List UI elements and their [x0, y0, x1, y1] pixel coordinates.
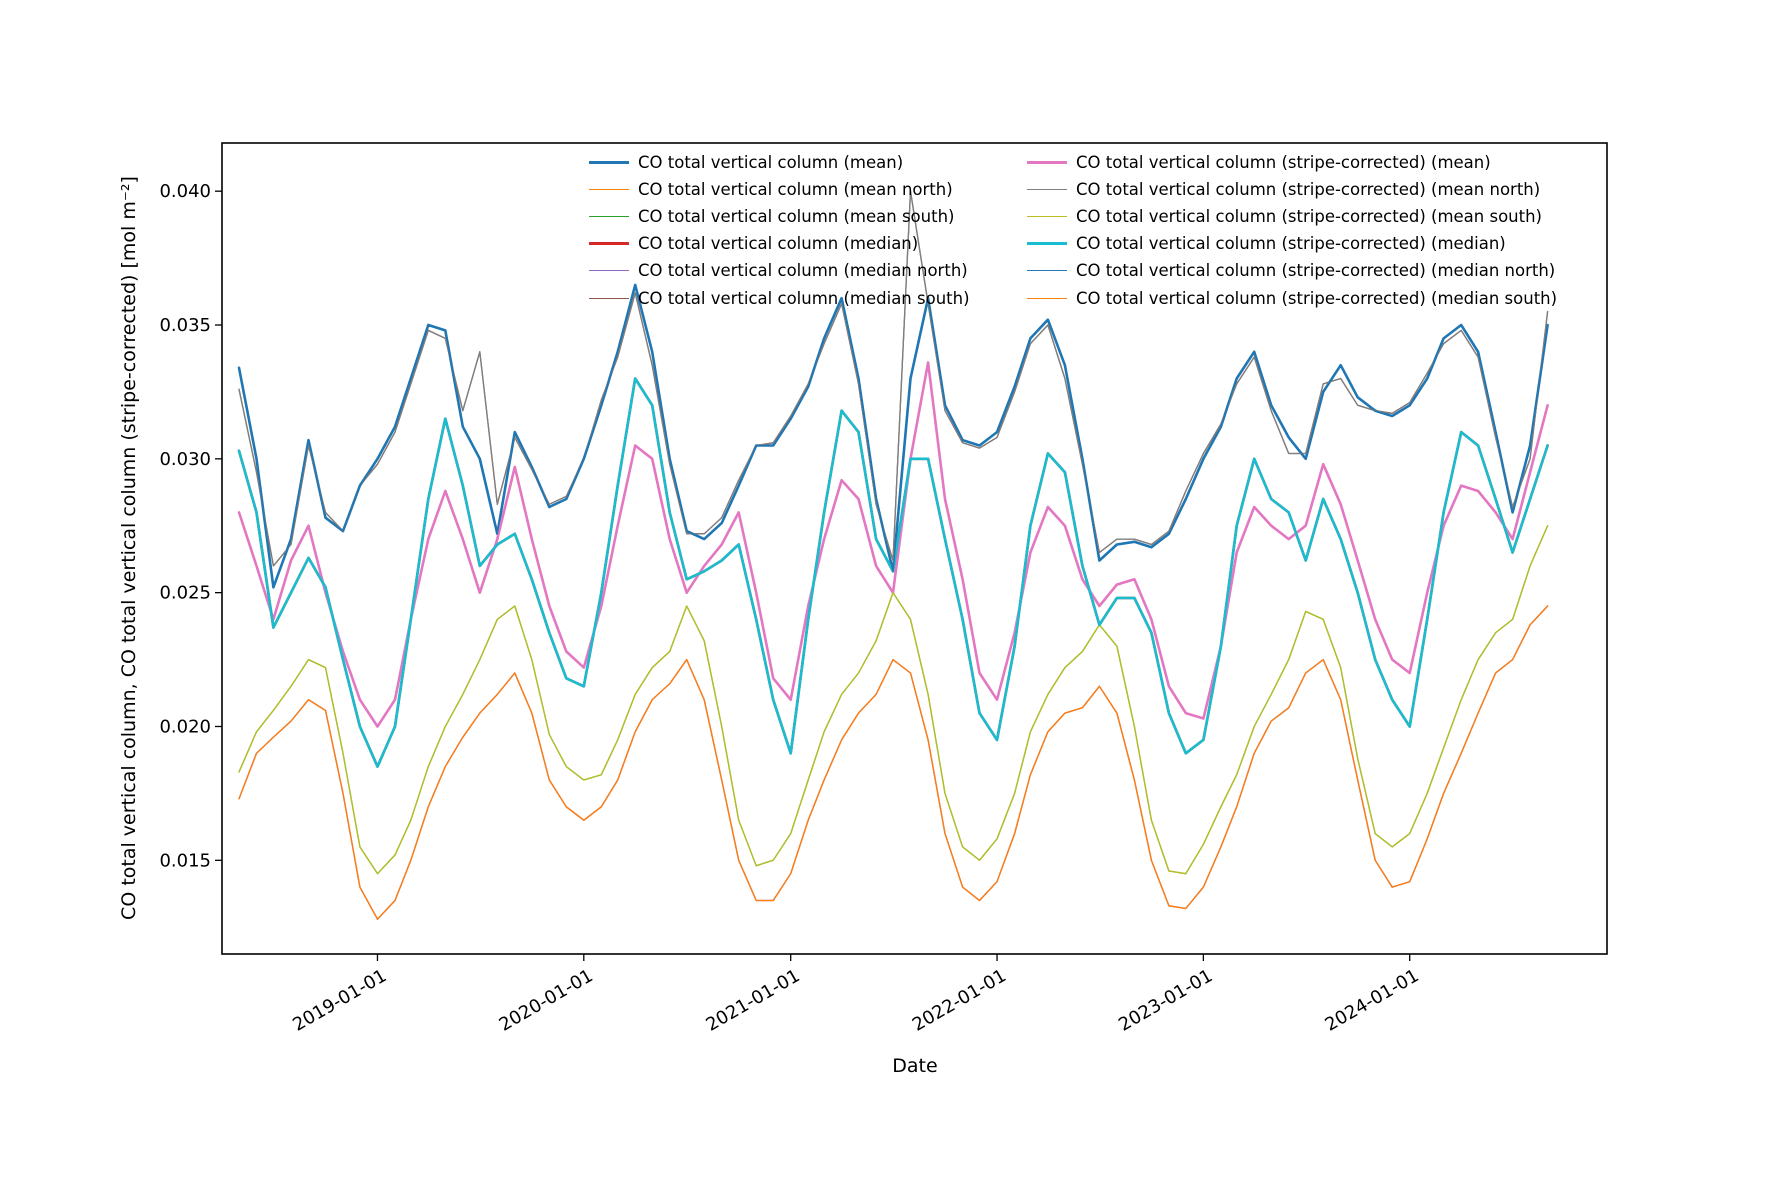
legend-swatch: [589, 270, 629, 272]
y-tick-label: 0.020: [159, 716, 211, 737]
y-tick-label: 0.030: [159, 449, 211, 470]
legend-swatch: [1027, 270, 1067, 272]
legend-item: CO total vertical column (mean south): [589, 205, 954, 227]
series-layer: [237, 190, 1549, 920]
legend-item: CO total vertical column (stripe-correct…: [1027, 287, 1557, 309]
series-line-co-total-vertical-column-stripe-corrected-mean-south: [238, 525, 1549, 875]
y-tick-label: 0.035: [159, 315, 211, 336]
series-line-co-total-vertical-column-stripe-corrected-median-north: [238, 284, 1549, 588]
y-axis: 0.015 0.020 0.025 0.030 0.035 0.040: [159, 181, 222, 871]
legend-label: CO total vertical column (stripe-correct…: [1076, 152, 1491, 172]
legend-label: CO total vertical column (stripe-correct…: [1076, 234, 1506, 254]
legend-label: CO total vertical column (median): [638, 234, 919, 254]
legend-item: CO total vertical column (stripe-correct…: [1027, 260, 1555, 282]
legend: CO total vertical column (mean) CO total …: [589, 151, 1609, 321]
legend-swatch: [589, 297, 629, 299]
legend-label: CO total vertical column (median south): [638, 288, 970, 308]
legend-label: CO total vertical column (stripe-correct…: [1076, 261, 1556, 281]
series-line-co-total-vertical-column-stripe-corrected-median-south: [238, 605, 1549, 920]
y-tick-label: 0.040: [159, 181, 211, 202]
legend-item: CO total vertical column (stripe-correct…: [1027, 233, 1506, 255]
legend-item: CO total vertical column (mean north): [589, 178, 953, 200]
y-tick-label: 0.015: [159, 850, 211, 871]
legend-item: CO total vertical column (median): [589, 233, 918, 255]
y-axis-label: CO total vertical column, CO total verti…: [118, 176, 140, 920]
legend-swatch: [589, 242, 629, 246]
legend-item: CO total vertical column (median north): [589, 260, 968, 282]
legend-label: CO total vertical column (mean south): [638, 206, 955, 226]
y-tick-label: 0.025: [159, 583, 211, 604]
legend-swatch: [589, 188, 629, 190]
legend-item: CO total vertical column (stripe-correct…: [1027, 178, 1540, 200]
legend-swatch: [1027, 215, 1067, 217]
legend-label: CO total vertical column (mean): [638, 152, 904, 172]
legend-label: CO total vertical column (stripe-correct…: [1076, 206, 1542, 226]
legend-item: CO total vertical column (mean): [589, 151, 903, 173]
legend-label: CO total vertical column (mean north): [638, 179, 953, 199]
legend-item: CO total vertical column (stripe-correct…: [1027, 151, 1491, 173]
legend-swatch: [1027, 297, 1067, 299]
legend-label: CO total vertical column (median north): [638, 261, 968, 281]
legend-swatch: [589, 160, 629, 164]
legend-label: CO total vertical column (stripe-correct…: [1076, 288, 1558, 308]
legend-label: CO total vertical column (stripe-correct…: [1076, 179, 1541, 199]
plot-area-frame: [221, 142, 1608, 955]
legend-item: CO total vertical column (stripe-correct…: [1027, 205, 1542, 227]
legend-swatch: [1027, 242, 1067, 246]
legend-swatch: [589, 215, 629, 217]
legend-swatch: [1027, 160, 1067, 164]
x-axis-label: Date: [892, 1055, 937, 1077]
legend-item: CO total vertical column (median south): [589, 287, 970, 309]
legend-swatch: [1027, 188, 1067, 190]
